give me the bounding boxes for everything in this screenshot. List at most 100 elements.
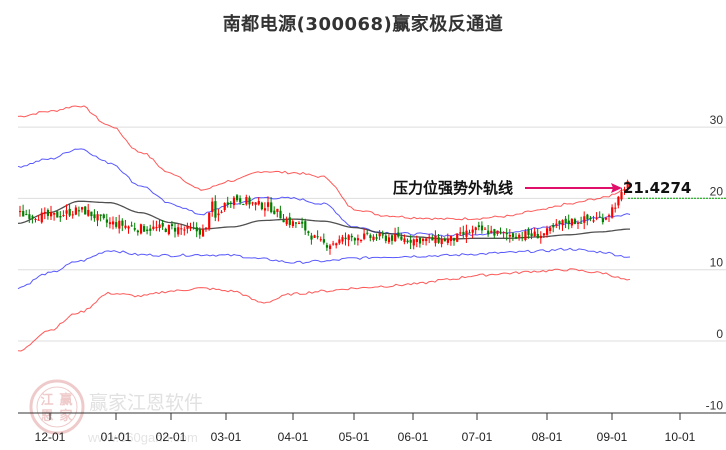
candle	[453, 238, 456, 241]
candle	[143, 226, 146, 232]
candle	[549, 227, 552, 231]
candle	[149, 228, 152, 231]
y-tick-label: 10	[710, 256, 724, 270]
candle	[208, 212, 211, 230]
candle	[378, 233, 381, 237]
candle	[260, 202, 263, 210]
candle	[158, 224, 161, 229]
candle	[22, 211, 25, 217]
candle	[294, 222, 298, 224]
y-tick-label: 30	[710, 113, 724, 127]
candle	[415, 239, 418, 242]
candle	[96, 214, 99, 221]
candle	[270, 202, 273, 213]
candle	[325, 245, 329, 248]
candle	[468, 232, 471, 234]
candle	[400, 236, 403, 240]
candle	[180, 228, 183, 230]
candle	[577, 222, 580, 224]
watermark-url: www.360gann.com	[87, 430, 198, 445]
candle	[263, 208, 267, 211]
candle	[112, 221, 115, 225]
candle	[90, 211, 93, 217]
y-tick-label: -10	[706, 398, 724, 412]
candle	[617, 196, 620, 206]
x-tick-label: 03-01	[211, 430, 242, 444]
candle	[440, 238, 443, 245]
watermark-seal-char: 江	[40, 392, 53, 408]
candle	[108, 222, 112, 225]
candle	[347, 235, 350, 240]
candle	[189, 227, 192, 229]
candle	[502, 232, 505, 234]
candle	[353, 238, 356, 241]
candle	[279, 210, 282, 219]
candle	[37, 219, 40, 221]
candle	[555, 223, 558, 226]
candle	[539, 235, 542, 239]
candle	[527, 229, 530, 235]
x-tick-label: 09-01	[597, 430, 628, 444]
candle	[586, 214, 589, 220]
candle	[127, 226, 130, 229]
watermark: 江赢恩 家赢家江恩软件 www.360gann.com	[29, 379, 203, 445]
candle	[533, 231, 536, 237]
candle	[496, 230, 499, 234]
candle	[254, 202, 257, 205]
candle	[425, 238, 428, 242]
candle	[561, 220, 564, 226]
candle	[431, 237, 434, 241]
candle	[511, 233, 515, 238]
candle	[285, 219, 288, 225]
candle	[564, 218, 567, 224]
candle	[384, 235, 387, 241]
candle	[304, 221, 307, 231]
candle	[136, 230, 139, 233]
candle	[223, 203, 226, 210]
candle	[220, 211, 223, 213]
lower-inner-band	[17, 247, 631, 290]
candle	[46, 210, 50, 216]
candle	[471, 229, 474, 233]
candle	[477, 225, 480, 227]
candle	[192, 227, 195, 229]
candle	[515, 236, 518, 239]
candle	[524, 231, 527, 240]
candle	[65, 210, 68, 214]
candle	[226, 202, 229, 205]
candle	[232, 197, 236, 206]
watermark-seal-char: 恩	[40, 409, 53, 424]
candle	[133, 228, 136, 230]
candle	[28, 214, 31, 219]
candle	[236, 195, 239, 201]
candle	[505, 232, 508, 235]
candle	[50, 211, 53, 217]
candle	[530, 233, 533, 236]
candle	[499, 231, 502, 233]
candle	[598, 216, 601, 218]
candle	[130, 225, 133, 227]
candle	[276, 208, 279, 212]
candle	[434, 235, 437, 244]
candle	[313, 235, 316, 238]
candle	[53, 212, 56, 215]
candle	[474, 227, 477, 231]
candle	[363, 233, 366, 239]
x-tick-label: 08-01	[532, 430, 563, 444]
candle	[310, 235, 313, 240]
candle	[558, 221, 561, 224]
candle	[99, 214, 102, 216]
candle	[322, 239, 325, 243]
candle	[552, 224, 555, 228]
candle	[437, 237, 440, 243]
candle	[155, 227, 158, 229]
candle	[77, 210, 81, 212]
candle	[74, 207, 77, 215]
candle	[177, 227, 180, 235]
candle	[369, 235, 372, 238]
candle	[589, 217, 592, 220]
candle	[595, 217, 598, 219]
candle	[623, 189, 626, 191]
candle	[567, 220, 570, 225]
